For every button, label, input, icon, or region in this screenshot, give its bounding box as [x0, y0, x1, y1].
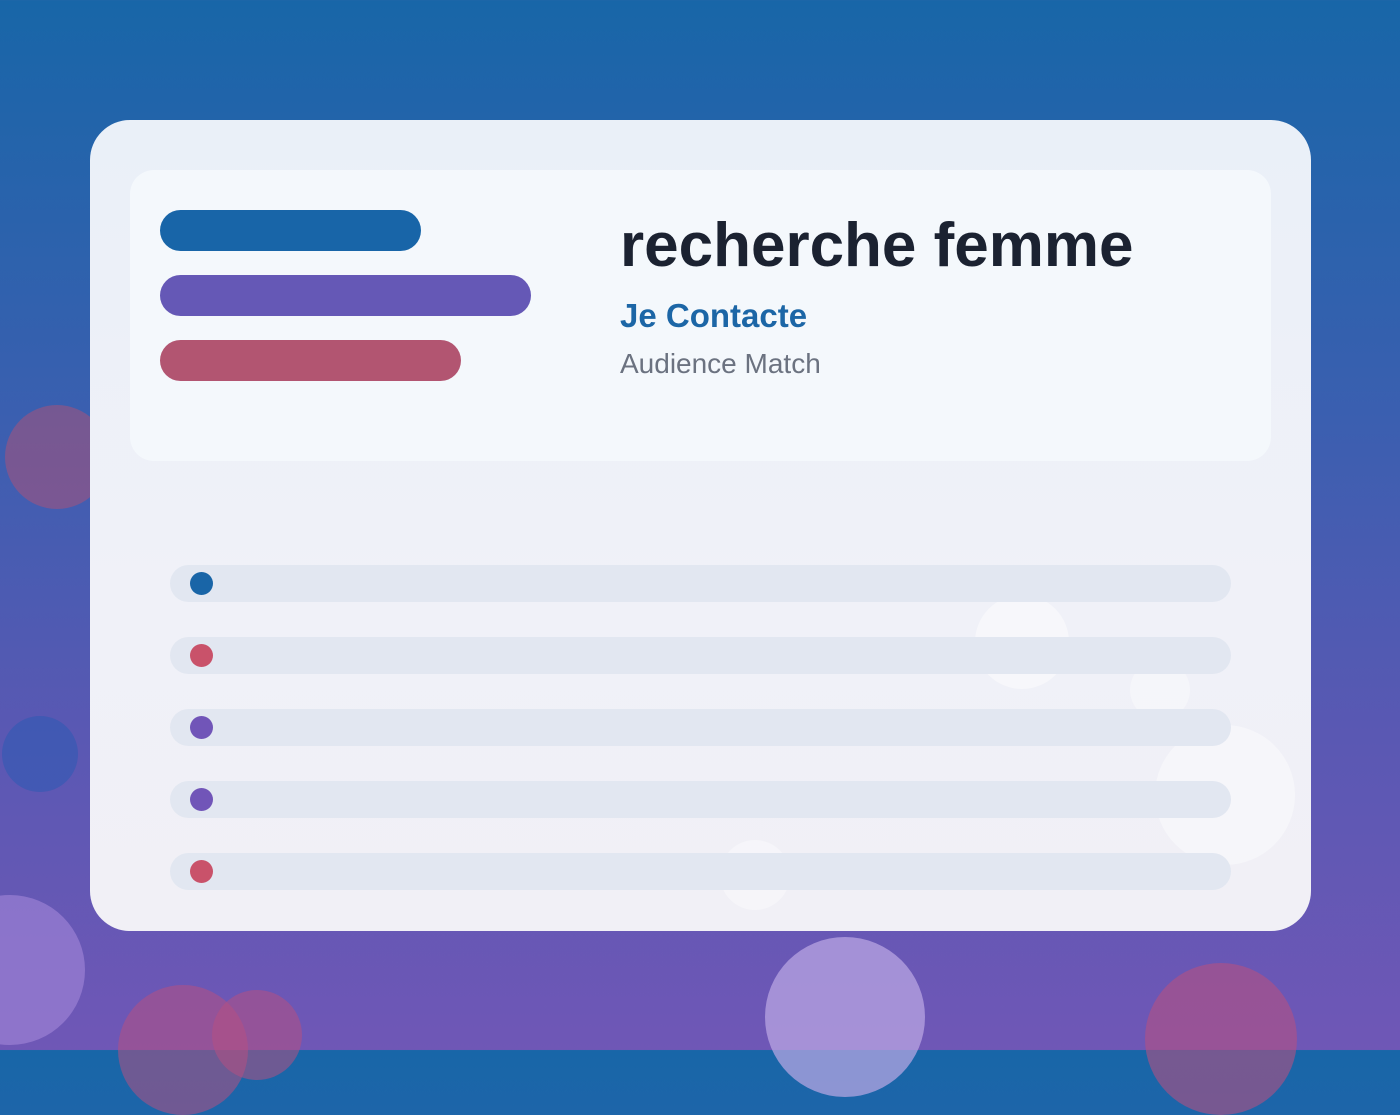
main-card: recherche femme Je Contacte Audience Mat…: [90, 120, 1311, 931]
decor-bar-blue: [160, 210, 421, 251]
bullet-dot-purple: [190, 716, 213, 739]
bg-bubble: [118, 985, 248, 1115]
list-item: [170, 709, 1231, 746]
list-item: [170, 781, 1231, 818]
bullet-dot-blue: [190, 572, 213, 595]
placeholder-list: [170, 565, 1231, 925]
decor-bar-red: [160, 340, 461, 381]
bg-bubble: [765, 937, 925, 1097]
list-item: [170, 853, 1231, 890]
hero-panel: recherche femme Je Contacte Audience Mat…: [130, 170, 1271, 461]
bullet-dot-red: [190, 860, 213, 883]
bg-bubble: [1145, 963, 1297, 1115]
bullet-dot-purple: [190, 788, 213, 811]
decor-bar-purple: [160, 275, 531, 316]
bg-bubble: [212, 990, 302, 1080]
bullet-dot-red: [190, 644, 213, 667]
tagline: Audience Match: [620, 348, 821, 379]
bg-bubble: [0, 895, 85, 1045]
list-item: [170, 565, 1231, 602]
list-item: [170, 637, 1231, 674]
brand-subtitle: Je Contacte: [620, 297, 808, 334]
bg-bubble: [2, 716, 78, 792]
page-title: recherche femme: [620, 211, 1134, 280]
